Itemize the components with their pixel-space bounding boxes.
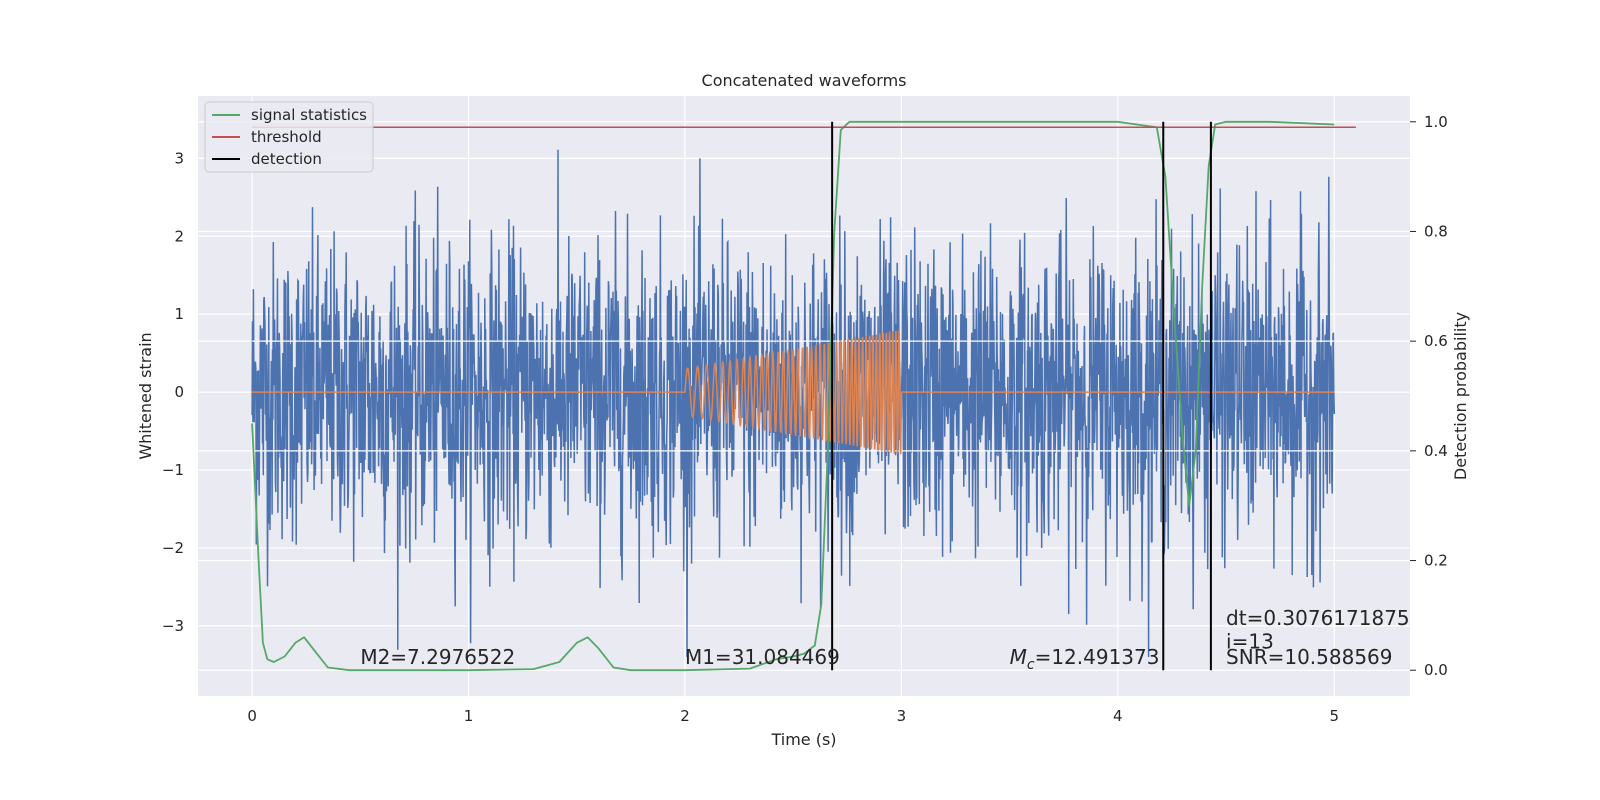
y2-tick-label: 0.6 xyxy=(1424,332,1448,350)
x-tick-label: 4 xyxy=(1113,707,1123,725)
plot-series xyxy=(251,120,1356,672)
y-tick-label: −1 xyxy=(162,461,184,479)
strain-noise-line xyxy=(251,149,1336,658)
x-tick-label: 5 xyxy=(1329,707,1339,725)
y-tick-label: 3 xyxy=(174,149,184,167)
annotation-text: M2=7.2976522 xyxy=(360,645,515,669)
x-tick-label: 2 xyxy=(680,707,690,725)
annotation-text: M1=31.084469 xyxy=(685,645,840,669)
y2-tick-label: 0.2 xyxy=(1424,552,1448,570)
chart-title: Concatenated waveforms xyxy=(702,71,907,90)
y-tick-label: 0 xyxy=(174,383,184,401)
y2-tick-label: 0.8 xyxy=(1424,222,1448,240)
annotations: M2=7.2976522 M1=31.084469 Mc=12.491373 SNR=… xyxy=(360,606,1409,673)
x-tick-label: 1 xyxy=(464,707,474,725)
legend: signal statistics threshold detection xyxy=(204,101,374,173)
x-tick-label: 3 xyxy=(897,707,907,725)
annotation-text: i=13 xyxy=(1226,629,1274,653)
annotation-text: Mc=12.491373 xyxy=(1010,645,1160,673)
legend-label: detection xyxy=(251,150,322,168)
injected-chirp-line xyxy=(252,330,1335,455)
legend-label: threshold xyxy=(251,128,322,146)
signal-statistics-line xyxy=(251,120,1335,672)
y-tick-label: 1 xyxy=(174,305,184,323)
y-axis-label: Whitened strain xyxy=(136,332,155,459)
y2-tick-label: 0.0 xyxy=(1424,661,1448,679)
y2-tick-label: 1.0 xyxy=(1424,113,1448,131)
annotation-text: dt=0.3076171875 xyxy=(1226,606,1410,630)
x-axis-label: Time (s) xyxy=(770,730,836,749)
legend-box xyxy=(204,101,374,173)
annotation-text: SNR=10.588569 xyxy=(1226,645,1392,669)
y2-axis-label: Detection probability xyxy=(1451,312,1470,480)
legend-label: signal statistics xyxy=(251,106,367,124)
y-tick-label: 2 xyxy=(174,227,184,245)
y2-tick-label: 0.4 xyxy=(1424,442,1448,460)
y-tick-label: −3 xyxy=(162,617,184,635)
axes: 0 1 2 3 4 5 −3 −2 −1 0 1 2 3 0.0 0.2 0.4 0.6 0.8 1.0 xyxy=(162,113,1448,725)
x-tick-label: 0 xyxy=(247,707,257,725)
y-tick-label: −2 xyxy=(162,539,184,557)
